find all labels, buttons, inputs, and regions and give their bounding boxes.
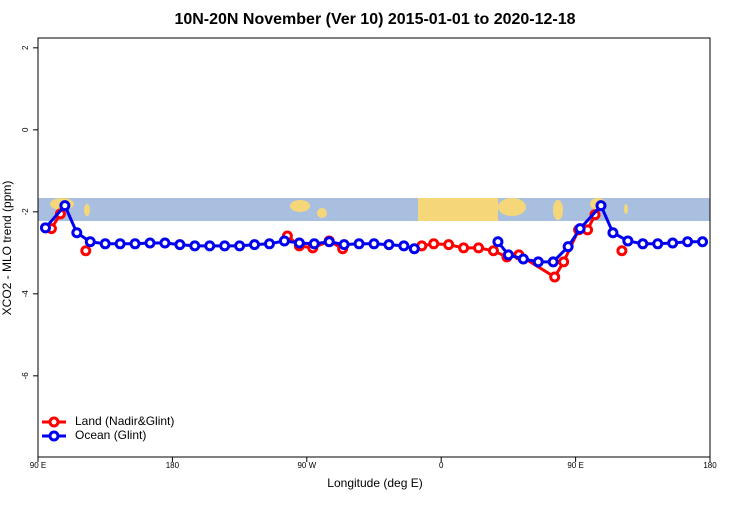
point xyxy=(80,245,92,257)
chart-title: 10N-20N November (Ver 10) 2015-01-01 to … xyxy=(174,11,575,28)
point xyxy=(144,237,156,249)
point xyxy=(323,236,335,248)
x-tick-label: 180 xyxy=(703,461,717,470)
point xyxy=(492,236,504,248)
point xyxy=(159,237,171,249)
point xyxy=(189,240,201,252)
x-tick-label: 90 W xyxy=(297,461,316,470)
point xyxy=(532,256,544,268)
point xyxy=(338,239,350,251)
x-axis-label: Longitude (deg E) xyxy=(327,476,422,490)
legend-label: Ocean (Glint) xyxy=(75,428,146,442)
point xyxy=(293,237,305,249)
point xyxy=(667,237,679,249)
point xyxy=(607,227,619,239)
point xyxy=(353,238,365,250)
point xyxy=(99,238,111,250)
legend-marker xyxy=(48,430,60,442)
point xyxy=(549,271,561,283)
point xyxy=(458,242,470,254)
point xyxy=(204,240,216,252)
y-tick-label: 0 xyxy=(21,127,30,132)
y-tick-label: -4 xyxy=(21,290,30,298)
point xyxy=(547,256,559,268)
point xyxy=(59,200,71,212)
point xyxy=(428,238,440,250)
y-axis-label: XCO2 - MLO trend (ppm) xyxy=(0,181,14,316)
point xyxy=(574,223,586,235)
point xyxy=(622,235,634,247)
point xyxy=(562,241,574,253)
point xyxy=(84,236,96,248)
point xyxy=(682,236,694,248)
point xyxy=(39,222,51,234)
plot-frame xyxy=(37,37,711,458)
point xyxy=(637,238,649,250)
point xyxy=(278,235,290,247)
point xyxy=(129,238,141,250)
point xyxy=(308,238,320,250)
y-tick-label: -2 xyxy=(21,208,30,216)
point xyxy=(517,253,529,265)
point xyxy=(697,236,709,248)
point xyxy=(473,242,485,254)
point xyxy=(408,243,420,255)
y-tick-label: 2 xyxy=(21,45,30,50)
point xyxy=(595,200,607,212)
point xyxy=(219,240,231,252)
legend: Land (Nadir&Glint)Ocean (Glint) xyxy=(42,414,174,442)
point xyxy=(652,238,664,250)
point xyxy=(114,238,126,250)
point xyxy=(71,227,83,239)
point xyxy=(502,249,514,261)
point xyxy=(368,238,380,250)
point xyxy=(234,240,246,252)
point xyxy=(443,239,455,251)
legend-label: Land (Nadir&Glint) xyxy=(75,414,174,428)
point xyxy=(174,239,186,251)
x-tick-label: 90 E xyxy=(30,461,46,470)
x-tick-label: 180 xyxy=(166,461,180,470)
point xyxy=(383,239,395,251)
legend-marker xyxy=(48,416,60,428)
y-tick-label: -6 xyxy=(21,372,30,380)
point xyxy=(398,240,410,252)
point xyxy=(616,245,628,257)
point xyxy=(487,245,499,257)
x-tick-label: 90 E xyxy=(567,461,583,470)
map-strip xyxy=(38,198,710,221)
point xyxy=(558,256,570,268)
point xyxy=(249,239,261,251)
point xyxy=(263,238,275,250)
x-tick-label: 0 xyxy=(439,461,444,470)
